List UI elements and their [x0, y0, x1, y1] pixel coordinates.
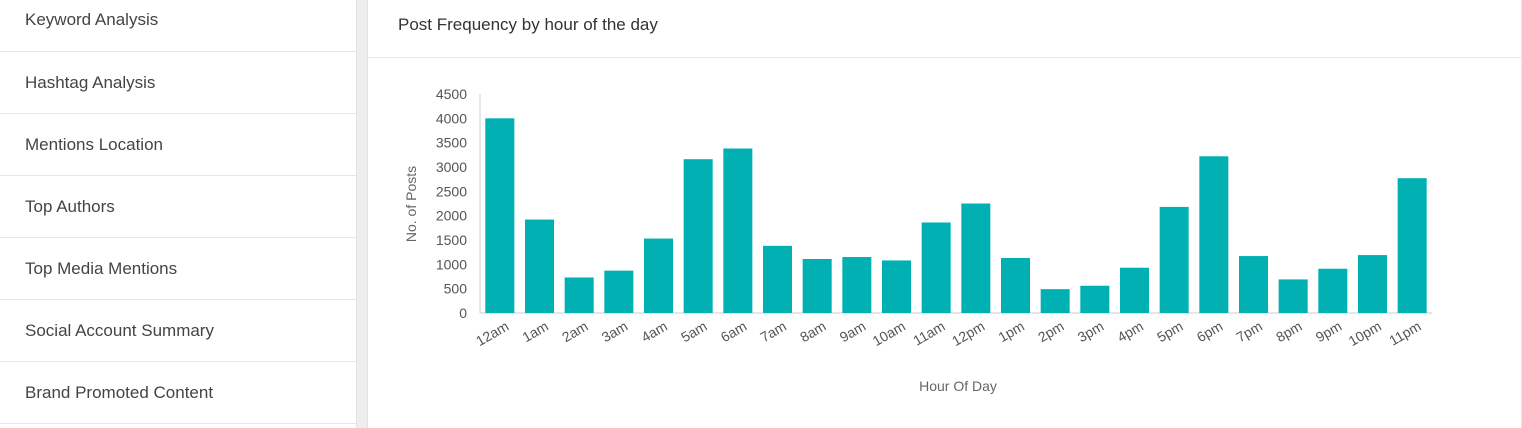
x-axis-label: Hour Of Day: [919, 378, 997, 394]
bar-12am[interactable]: [485, 118, 515, 313]
bars: [485, 118, 1427, 314]
x-tick-label: 9am: [837, 318, 869, 345]
x-tick-label: 12pm: [949, 318, 987, 349]
bar-2am[interactable]: [564, 277, 594, 313]
sidebar-item-keyword-analysis[interactable]: Keyword Analysis: [0, 0, 356, 52]
sidebar-item-top-media-mentions[interactable]: Top Media Mentions: [0, 238, 356, 300]
bar-3am[interactable]: [604, 270, 634, 313]
y-tick-label: 1000: [436, 256, 467, 272]
sidebar-item-label: Social Account Summary: [25, 320, 214, 340]
x-tick-label: 3pm: [1075, 318, 1107, 345]
bar-5pm[interactable]: [1159, 206, 1189, 313]
sidebar-item-label: Top Media Mentions: [25, 258, 178, 278]
bar-10pm[interactable]: [1358, 255, 1387, 313]
y-tick-label: 2500: [436, 183, 467, 199]
sidebar-item-label: Hashtag Analysis: [25, 72, 156, 92]
sidebar-item-top-authors[interactable]: Top Authors: [0, 176, 356, 238]
sidebar-item-label: Top Authors: [25, 196, 115, 216]
bar-5am[interactable]: [683, 159, 713, 313]
x-tick-label: 5pm: [1154, 318, 1186, 345]
y-axis-label: No. of Posts: [403, 166, 419, 242]
x-tick-label: 4pm: [1114, 318, 1146, 345]
x-tick-label: 6am: [718, 318, 750, 345]
bar-2pm[interactable]: [1040, 289, 1070, 313]
x-axis-ticks: 12am 1am 2am 3am 4am 5am 6am 7am 8am 9am 10am 11am 1…: [473, 318, 1424, 349]
sidebar-item-label: Mentions Location: [25, 134, 163, 154]
y-tick-label: 2000: [436, 208, 467, 224]
bar-4am[interactable]: [644, 238, 673, 313]
x-tick-label: 6pm: [1194, 318, 1226, 345]
bar-8pm[interactable]: [1278, 279, 1308, 313]
y-axis-ticks: 0 500 1000 1500 2000 2500 3000 3500 4000 4500: [436, 86, 467, 321]
x-tick-label: 7pm: [1233, 318, 1265, 345]
sidebar: Keyword Analysis Hashtag Analysis Mentio…: [0, 0, 356, 428]
x-tick-label: 12am: [473, 318, 511, 349]
bar-11am[interactable]: [921, 222, 951, 313]
y-tick-label: 3500: [436, 135, 467, 151]
x-tick-label: 10pm: [1346, 318, 1384, 349]
x-tick-label: 2pm: [1035, 318, 1067, 345]
bar-11pm[interactable]: [1397, 178, 1427, 313]
x-tick-label: 1pm: [995, 318, 1027, 345]
x-tick-label: 11am: [910, 318, 947, 349]
bar-1am[interactable]: [525, 219, 554, 313]
y-tick-label: 1500: [436, 232, 467, 248]
y-tick-label: 500: [444, 281, 468, 297]
panel-divider: [356, 0, 368, 428]
x-tick-label: 10am: [870, 318, 908, 349]
y-tick-label: 4500: [436, 86, 467, 102]
bar-6pm[interactable]: [1199, 156, 1229, 313]
bar-7am[interactable]: [763, 245, 792, 313]
bar-12pm[interactable]: [961, 203, 991, 314]
x-tick-label: 1am: [519, 318, 551, 345]
bar-9pm[interactable]: [1318, 268, 1348, 313]
sidebar-item-label: Brand Promoted Content: [25, 382, 214, 402]
y-tick-label: 3000: [436, 159, 467, 175]
x-tick-label: 7am: [757, 318, 789, 345]
bar-8am[interactable]: [802, 258, 832, 313]
bar-6am[interactable]: [723, 148, 753, 313]
x-tick-label: 11pm: [1386, 318, 1423, 349]
bar-9am[interactable]: [842, 257, 872, 313]
y-tick-label: 4000: [436, 110, 467, 126]
y-tick-label: 0: [459, 305, 467, 321]
sidebar-item-social-account-summary[interactable]: Social Account Summary: [0, 300, 356, 362]
x-tick-label: 8am: [797, 318, 829, 345]
x-tick-label: 9pm: [1313, 318, 1345, 345]
sidebar-item-label: Keyword Analysis: [25, 9, 159, 29]
x-tick-label: 5am: [678, 318, 710, 345]
bar-3pm[interactable]: [1080, 285, 1110, 313]
sidebar-item-hashtag-analysis[interactable]: Hashtag Analysis: [0, 52, 356, 114]
x-tick-label: 8pm: [1273, 318, 1305, 345]
bar-10am[interactable]: [882, 260, 911, 313]
panel-header: Post Frequency by hour of the day: [368, 0, 1521, 58]
bar-chart: 0 500 1000 1500 2000 2500 3000 3500 4000 4500 12a…: [403, 86, 1432, 394]
chart-panel: Post Frequency by hour of the day 0 500 10…: [368, 0, 1522, 428]
chart-title: Post Frequency by hour of the day: [398, 14, 658, 34]
x-tick-label: 3am: [599, 318, 631, 345]
bar-4pm[interactable]: [1120, 267, 1149, 313]
bar-7pm[interactable]: [1239, 256, 1268, 313]
x-tick-label: 4am: [638, 318, 670, 345]
chart-container: 0 500 1000 1500 2000 2500 3000 3500 4000 4500 12a…: [368, 58, 1522, 428]
sidebar-item-brand-promoted-content[interactable]: Brand Promoted Content: [0, 362, 356, 424]
bar-1pm[interactable]: [1001, 258, 1030, 313]
sidebar-item-mentions-location[interactable]: Mentions Location: [0, 114, 356, 176]
x-tick-label: 2am: [559, 318, 591, 345]
